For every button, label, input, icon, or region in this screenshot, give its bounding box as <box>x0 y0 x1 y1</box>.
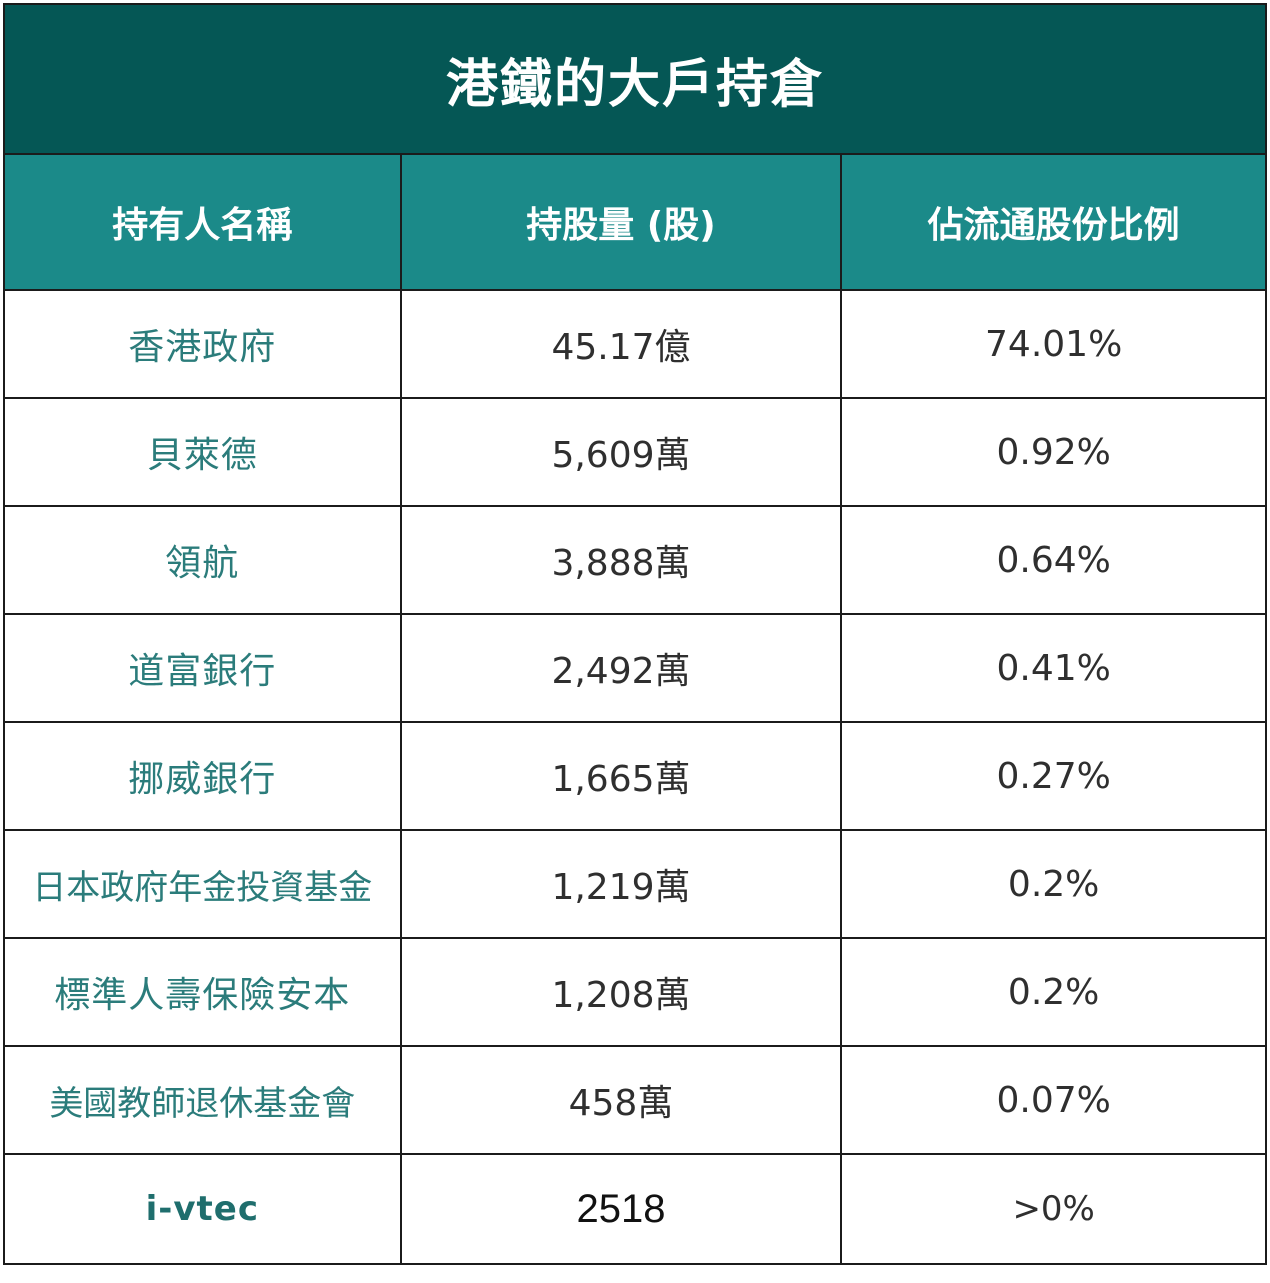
page-title: 港鐵的大戶持倉 <box>445 54 824 115</box>
table-header-row: 持有人名稱 持股量 (股) 佔流通股份比例 <box>3 155 1267 291</box>
float-ratio: >0% <box>840 1153 1267 1265</box>
holder-name: 美國教師退休基金會 <box>3 1045 402 1155</box>
shares-held: 45.17億 <box>399 289 843 399</box>
shares-held: 2518 <box>399 1153 843 1265</box>
holder-name: 日本政府年金投資基金 <box>3 829 402 939</box>
holder-name: 標準人壽保險安本 <box>3 937 402 1047</box>
holder-name: i-vtec <box>3 1153 402 1265</box>
shares-held: 2,492萬 <box>399 613 843 723</box>
shares-held: 3,888萬 <box>399 505 843 615</box>
column-header-holder: 持有人名稱 <box>3 155 402 291</box>
holder-name: 領航 <box>3 505 402 615</box>
float-ratio: 0.64% <box>840 505 1267 615</box>
holdings-table: 持有人名稱 持股量 (股) 佔流通股份比例 香港政府 45.17億 74.01%… <box>3 155 1267 1265</box>
table-row: 香港政府 45.17億 74.01% <box>3 289 1267 399</box>
float-ratio: 0.2% <box>840 829 1267 939</box>
table-row: 道富銀行 2,492萬 0.41% <box>3 613 1267 723</box>
table-row: 美國教師退休基金會 458萬 0.07% <box>3 1045 1267 1155</box>
table-row: 標準人壽保險安本 1,208萬 0.2% <box>3 937 1267 1047</box>
column-header-shares: 持股量 (股) <box>399 155 843 291</box>
table-row: 領航 3,888萬 0.64% <box>3 505 1267 615</box>
shares-held: 5,609萬 <box>399 397 843 507</box>
holder-name: 挪威銀行 <box>3 721 402 831</box>
holder-name: 香港政府 <box>3 289 402 399</box>
table-row: i-vtec 2518 >0% <box>3 1153 1267 1265</box>
float-ratio: 74.01% <box>840 289 1267 399</box>
shares-held: 1,219萬 <box>399 829 843 939</box>
title-bar: 港鐵的大戶持倉 <box>3 3 1267 155</box>
float-ratio: 0.41% <box>840 613 1267 723</box>
float-ratio: 0.07% <box>840 1045 1267 1155</box>
column-header-ratio: 佔流通股份比例 <box>840 155 1267 291</box>
table-row: 日本政府年金投資基金 1,219萬 0.2% <box>3 829 1267 939</box>
float-ratio: 0.2% <box>840 937 1267 1047</box>
table-row: 貝萊德 5,609萬 0.92% <box>3 397 1267 507</box>
float-ratio: 0.27% <box>840 721 1267 831</box>
table-row: 挪威銀行 1,665萬 0.27% <box>3 721 1267 831</box>
holder-name: 貝萊德 <box>3 397 402 507</box>
float-ratio: 0.92% <box>840 397 1267 507</box>
holder-name: 道富銀行 <box>3 613 402 723</box>
holdings-table-card: 港鐵的大戶持倉 持有人名稱 持股量 (股) 佔流通股份比例 香港政府 45.17… <box>3 3 1267 1277</box>
shares-held: 458萬 <box>399 1045 843 1155</box>
shares-held: 1,665萬 <box>399 721 843 831</box>
shares-held: 1,208萬 <box>399 937 843 1047</box>
